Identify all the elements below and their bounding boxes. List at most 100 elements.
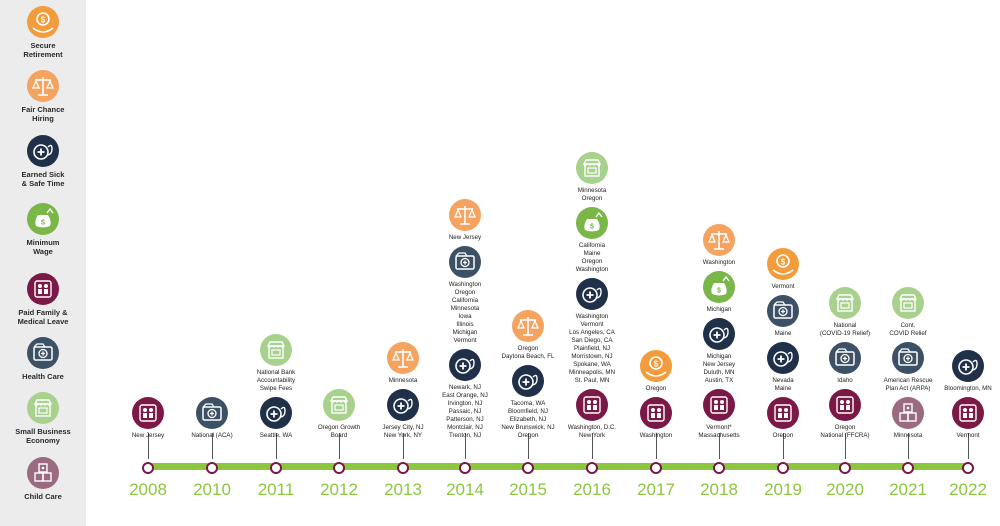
storefront-icon	[576, 152, 608, 184]
policy-entry-paid-family: New Jersey	[132, 397, 164, 440]
family-icon	[575, 389, 608, 421]
timeline-dot	[270, 462, 282, 474]
legend-item-secure-retirement: $ Secure Retirement	[0, 6, 86, 59]
timeline-dot	[522, 462, 534, 474]
stethoscope-icon	[259, 397, 292, 429]
policy-locations: Vermont	[771, 283, 795, 290]
legend-label: Secure Retirement	[23, 41, 63, 59]
medical-folder-icon	[448, 246, 481, 278]
policy-locations: Bloomington, MN	[944, 385, 992, 392]
policy-locations: Oregon Growth Board	[317, 424, 361, 439]
policy-entry-paid-family: Washington, D.C. New York	[568, 389, 616, 440]
stethoscope-icon	[767, 342, 799, 374]
policy-locations: Oregon Daytona Beach, FL	[501, 345, 555, 360]
year-label: 2016	[573, 480, 611, 499]
policy-entry-secure-retirement: $ Vermont	[767, 248, 799, 291]
year-column-2018: Washington $ Michigan Michigan New Jersey D…	[676, 220, 762, 440]
policy-locations: American Rescue Plan Act (ARPA)	[883, 377, 933, 392]
money-bag-icon: $	[27, 203, 59, 235]
timeline-stem	[783, 433, 784, 459]
policy-locations: Vermont	[956, 432, 980, 439]
timeline-stem	[908, 433, 909, 459]
year-column-2011: National Bank Accountability Swipe Fees S…	[233, 330, 319, 440]
policy-locations: Maine	[774, 330, 792, 337]
timeline-dot	[650, 462, 662, 474]
svg-text:$: $	[654, 360, 659, 369]
year-column-2021: Cont. COVID Relief American Rescue Plan A…	[865, 283, 951, 440]
policy-entry-earned-sick: Seattle, WA	[260, 397, 292, 440]
year-column-2012: Oregon Growth Board	[296, 385, 382, 440]
blocks-icon	[892, 397, 924, 429]
policy-locations: National Bank Accountability Swipe Fees	[256, 369, 296, 392]
medical-folder-icon	[27, 337, 59, 369]
timeline-dot	[586, 462, 598, 474]
timeline-dot	[333, 462, 345, 474]
policy-entry-health-care: Maine	[767, 295, 799, 338]
policy-locations: Washington Oregon California Minnesota I…	[448, 281, 482, 344]
stethoscope-icon	[27, 135, 59, 167]
policy-entry-earned-sick: Newark, NJ East Orange, NJ Irvington, NJ…	[442, 349, 488, 440]
family-icon	[639, 397, 672, 429]
timeline-stem	[212, 433, 213, 459]
policy-entry-paid-family: Oregon	[767, 397, 799, 440]
legend-item-health-care: Health Care	[0, 337, 86, 381]
year-label: 2012	[320, 480, 358, 499]
legend-item-paid-family: Paid Family & Medical Leave	[0, 273, 86, 326]
medical-folder-icon	[829, 342, 861, 374]
stethoscope-icon	[386, 389, 419, 421]
policy-locations: Washington Vermont Los Angeles, CA San D…	[568, 313, 616, 384]
policy-locations: Minnesota	[388, 377, 418, 384]
policy-locations: Vermont* Massachusetts	[698, 424, 740, 439]
policy-entry-earned-sick: Bloomington, MN	[944, 350, 992, 393]
scales-icon	[448, 199, 481, 231]
medical-folder-icon	[767, 295, 799, 327]
year-column-2014: New Jersey Washington Oregon California M…	[422, 195, 508, 440]
policy-locations: Michigan	[706, 306, 732, 313]
policy-locations: Washington	[639, 432, 673, 439]
policy-entry-paid-family: Oregon National (FFCRA)	[820, 389, 870, 440]
policy-locations: Michigan New Jersey Duluth, MN Austin, T…	[702, 353, 736, 384]
policy-entry-small-business: National Bank Accountability Swipe Fees	[256, 334, 296, 393]
year-label: 2011	[257, 480, 295, 499]
legend-item-fair-chance-hiring: Fair Chance Hiring	[0, 70, 86, 123]
legend-item-small-business: Small Business Economy	[0, 392, 86, 445]
family-icon	[952, 397, 984, 429]
year-label: 2008	[129, 480, 167, 499]
policy-locations: Washington	[702, 259, 736, 266]
policy-locations: California Maine Oregon Washington	[575, 242, 609, 273]
policy-locations: New Jersey	[131, 432, 165, 439]
svg-text:$: $	[781, 258, 786, 267]
policy-entry-secure-retirement: $ Oregon	[640, 350, 672, 393]
timeline-dot	[206, 462, 218, 474]
year-column-2019: $ Vermont Maine Nevada Maine Oregon	[740, 244, 826, 440]
policy-entry-small-business: Oregon Growth Board	[318, 389, 360, 440]
family-icon	[703, 389, 735, 421]
year-column-2015: Oregon Daytona Beach, FL Tacoma, WA Bloom…	[485, 306, 571, 440]
policy-entry-paid-family: Vermont	[952, 397, 984, 440]
timeline-bar	[146, 463, 971, 470]
timeline-dot	[459, 462, 471, 474]
legend-item-minimum-wage: $ Minimum Wage	[0, 203, 86, 256]
policy-locations: Washington, D.C. New York	[567, 424, 617, 439]
policy-locations: Jersey City, NJ New York, NY	[382, 424, 424, 439]
timeline-stem	[592, 433, 593, 459]
timeline-stem	[656, 433, 657, 459]
legend-item-earned-sick: Earned Sick & Safe Time	[0, 135, 86, 188]
year-column-2017: $ Oregon Washington	[613, 346, 699, 440]
policy-locations: Idaho	[837, 377, 853, 384]
policy-entry-health-care: American Rescue Plan Act (ARPA)	[883, 342, 933, 393]
policy-entry-earned-sick: Michigan New Jersey Duluth, MN Austin, T…	[703, 318, 735, 385]
policy-entry-health-care: Idaho	[829, 342, 861, 385]
year-label: 2010	[193, 480, 231, 499]
dollar-hands-icon: $	[767, 248, 799, 280]
svg-text:$: $	[717, 288, 721, 295]
storefront-icon	[323, 389, 355, 421]
year-label: 2019	[764, 480, 802, 499]
year-column-2010: National (ACA)	[169, 393, 255, 440]
policy-locations: National (ACA)	[191, 432, 233, 439]
policy-locations: Minnesota Oregon	[577, 187, 607, 202]
policy-locations: Newark, NJ East Orange, NJ Irvington, NJ…	[442, 384, 488, 439]
policy-entry-fair-chance-hiring: New Jersey	[449, 199, 481, 242]
policy-entry-health-care: National (ACA)	[191, 397, 233, 440]
timeline-stem	[968, 433, 969, 459]
